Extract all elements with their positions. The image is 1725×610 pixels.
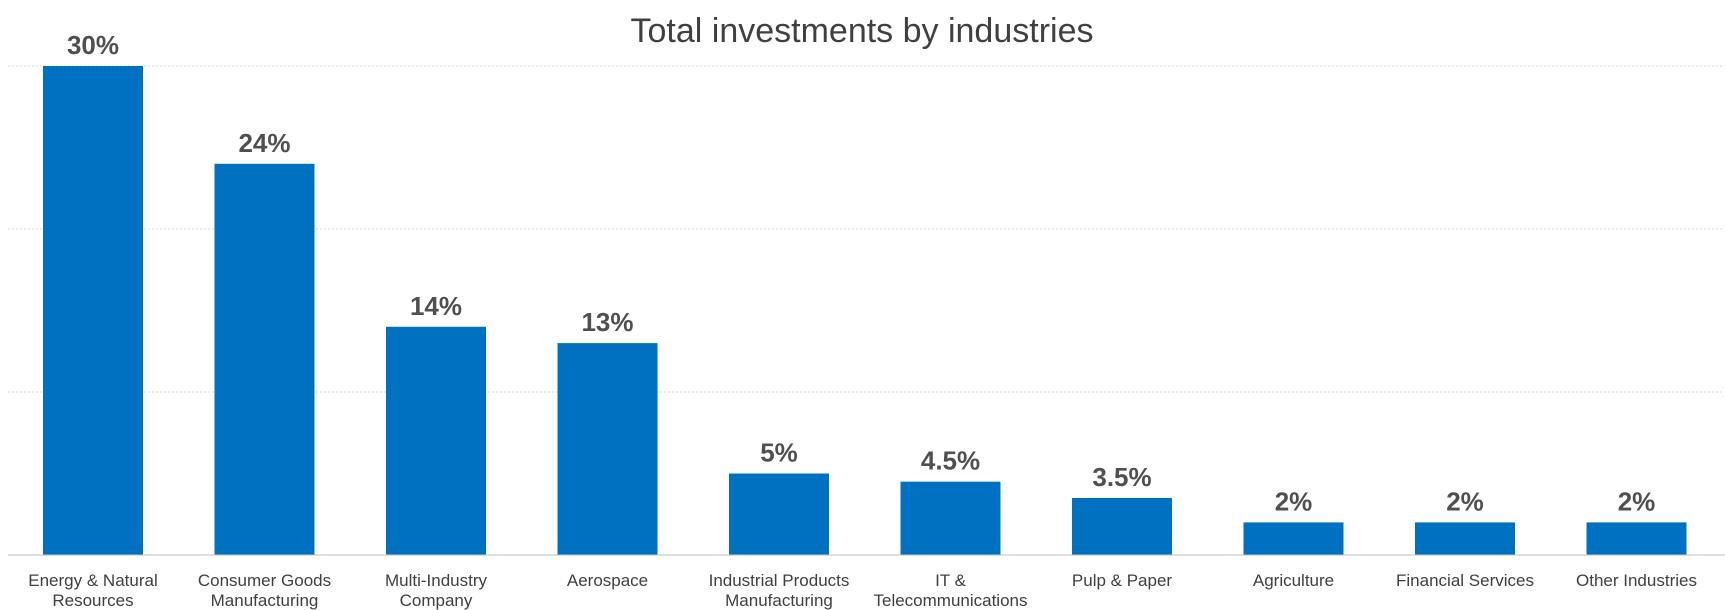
data-label-5: 5%	[760, 438, 798, 468]
category-label-4: Aerospace	[567, 571, 648, 590]
category-label-5: Industrial Products Manufacturing	[709, 571, 850, 610]
bar-8	[1243, 522, 1344, 555]
chart-title: Total investments by industries	[631, 12, 1094, 50]
data-label-6: 4.5%	[921, 446, 980, 476]
data-labels: 30% 24% 14% 13% 5% 4.5% 3.5% 2% 2% 2%	[67, 30, 1655, 516]
bar-10	[1586, 522, 1687, 555]
bar-9	[1415, 522, 1515, 555]
data-label-9: 2%	[1446, 486, 1484, 516]
category-label-8: Agriculture	[1253, 571, 1334, 590]
data-label-7: 3.5%	[1092, 462, 1151, 492]
category-label-7: Pulp & Paper	[1072, 571, 1173, 590]
bar-4	[557, 343, 658, 555]
data-label-4: 13%	[581, 307, 633, 337]
category-label-3: Multi-Industry Company	[385, 571, 488, 610]
category-label-6: IT & Telecommunications	[873, 571, 1027, 610]
data-label-10: 2%	[1618, 486, 1656, 516]
data-label-8: 2%	[1275, 486, 1313, 516]
category-label-1: Energy & Natural Resources	[28, 571, 157, 610]
category-label-2: Consumer Goods Manufacturing	[198, 571, 331, 610]
bar-1	[43, 66, 143, 555]
bar-3	[386, 326, 486, 555]
bar-6	[900, 481, 1001, 555]
bar-7	[1072, 497, 1172, 555]
data-label-1: 30%	[67, 30, 119, 60]
data-label-2: 24%	[238, 128, 290, 158]
data-label-3: 14%	[410, 291, 462, 321]
category-labels: Energy & Natural Resources Consumer Goods M…	[28, 571, 1697, 610]
category-label-10: Other Industries	[1576, 571, 1697, 590]
bar-2	[214, 163, 315, 556]
bars	[43, 66, 1687, 556]
bar-5	[729, 473, 829, 555]
category-label-9: Financial Services	[1396, 571, 1534, 590]
